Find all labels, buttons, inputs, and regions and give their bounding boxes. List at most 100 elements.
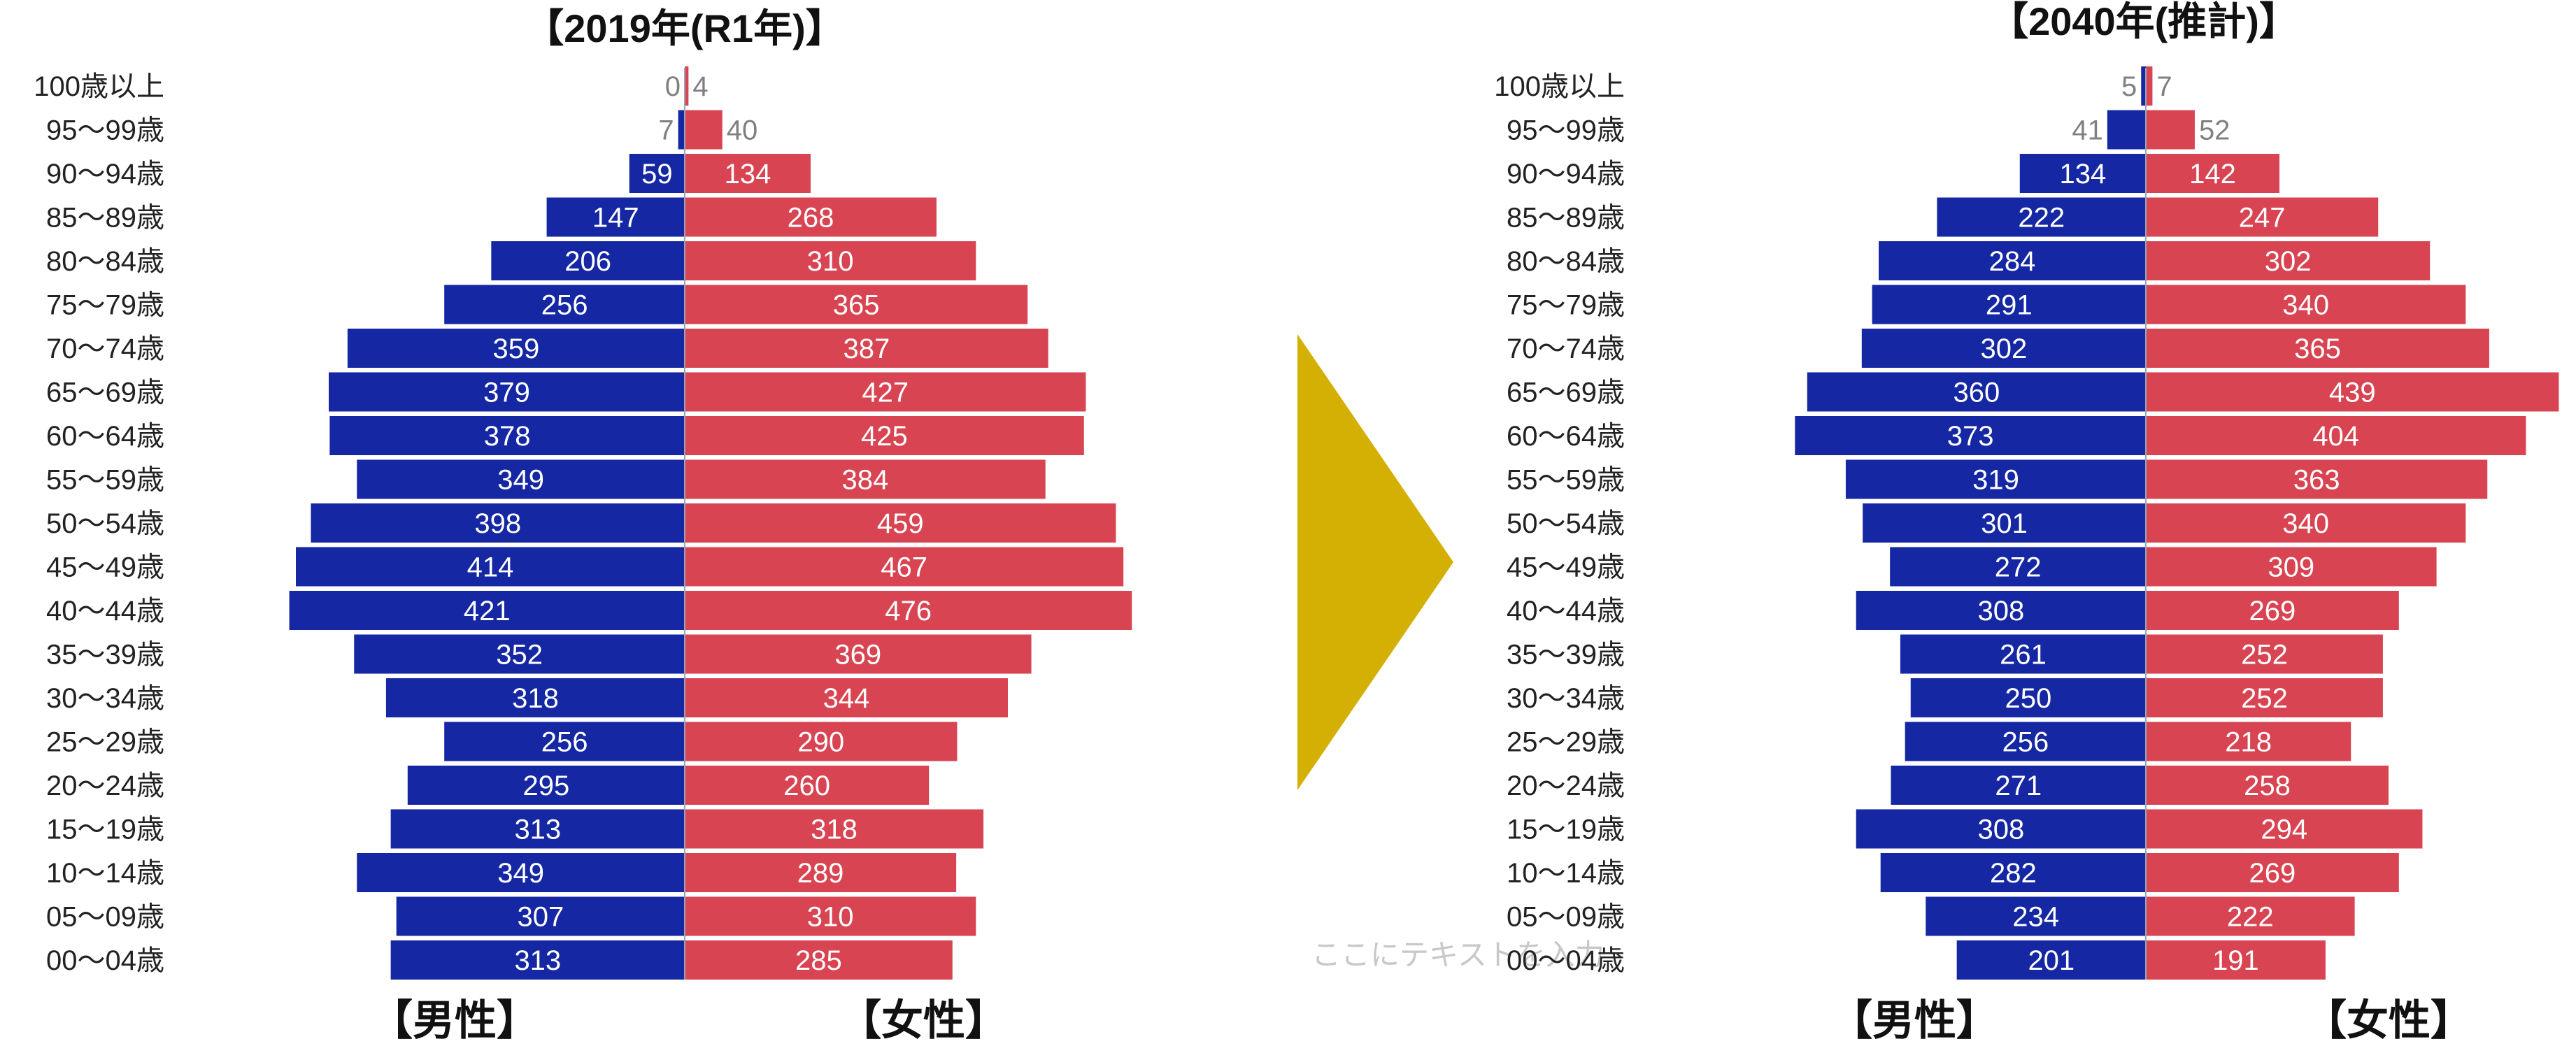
pyramid-2040-male-bar-4044	[1856, 591, 2146, 630]
pyramid-2040-male-value-4549: 272	[1995, 552, 2042, 583]
pyramid-2040-male-value-0004: 201	[2028, 945, 2075, 976]
pyramid-2019-female-bar-100	[685, 66, 689, 106]
pyramid-2040-female-value-2024: 258	[2244, 771, 2291, 801]
pyramid-2040-male-value-5054: 301	[1981, 508, 2028, 539]
pyramid-2040-male-value-6064: 373	[1947, 421, 1994, 452]
pyramid-2040-female-bar-9094	[2146, 154, 2279, 193]
pyramid-2019-male-value-8589: 147	[592, 203, 639, 234]
pyramid-2019-male-bar-1014	[357, 853, 685, 892]
pyramid-2040-age-label-7579: 75～79歳	[1507, 290, 1625, 321]
pyramid-2040-age-label-100: 100歳以上	[1494, 71, 1625, 102]
pyramid-2040-female-value-0509: 222	[2227, 902, 2274, 933]
pyramid-2040-age-label-9599: 95～99歳	[1507, 115, 1625, 146]
pyramid-2019-male-value-7074: 359	[493, 334, 540, 364]
pyramid-2019-female-bar-0509	[685, 896, 976, 936]
pyramid-2040-female-value-100: 7	[2156, 71, 2172, 102]
pyramid-2019-male-bar-9599	[678, 110, 685, 150]
pyramid-2040-female-label: 【女性】	[2305, 997, 2472, 1044]
pyramid-2040-female-bar-0509	[2146, 896, 2355, 936]
pyramid-2019-male-bar-5559	[357, 459, 685, 499]
pyramid-2019-male-bar-4044	[289, 591, 685, 630]
pyramid-2040-age-label-4549: 45～49歳	[1507, 552, 1625, 583]
pyramid-2040-male-bar-100	[2141, 66, 2146, 106]
pyramid-2040-male-bar-3034	[1910, 678, 2146, 717]
pyramid-2019-female-value-1519: 318	[811, 815, 858, 845]
pyramid-2040-age-label-3034: 30～34歳	[1507, 683, 1625, 714]
pyramid-2019-female-value-9599: 40	[727, 115, 758, 146]
pyramid-2040-male-value-7074: 302	[1981, 334, 2028, 364]
pyramid-2019-male-bar-0004	[390, 940, 685, 980]
pyramid-2019-age-label-6569: 65～69歳	[46, 378, 164, 408]
pyramid-2019-male-value-6569: 379	[483, 378, 530, 408]
pyramid-2040-female-value-3034: 252	[2241, 683, 2288, 714]
pyramid-2040-male-value-6569: 360	[1954, 378, 2000, 408]
pyramid-2040-female-bar-5559	[2146, 459, 2488, 499]
pyramid-2019-male-bar-2529	[444, 722, 685, 761]
pyramid-2019-female-value-7074: 387	[843, 334, 890, 364]
pyramid-2019-female-bar-6569	[685, 372, 1086, 412]
pyramid-2019-female-value-9094: 134	[725, 159, 771, 189]
pyramid-2040-male-bar-7074	[1861, 329, 2146, 368]
pyramid-2040-female-value-3539: 252	[2241, 640, 2288, 671]
pyramid-2040-age-label-0004: 00～04歳	[1507, 945, 1625, 976]
pyramid-2019-male-value-2024: 295	[523, 771, 570, 801]
pyramid-2019-female-bar-3034	[685, 678, 1008, 717]
pyramid-2019-male-bar-5054	[311, 503, 685, 543]
pyramid-2019-age-label-9599: 95～99歳	[46, 115, 164, 146]
pyramid-2019-female-bar-4549	[685, 547, 1124, 587]
pyramid-2019-age-label-3539: 35～39歳	[46, 640, 164, 671]
pyramid-2040-male-bar-3539	[1900, 634, 2146, 674]
pyramid-2040-male-bar-4549	[1890, 547, 2146, 587]
pyramid-2019-female-value-8589: 268	[788, 203, 834, 234]
pyramid-2019-female-bar-3539	[685, 634, 1032, 674]
pyramid-2019-age-label-5054: 50～54歳	[46, 508, 164, 539]
pyramid-2019-age-label-7074: 70～74歳	[46, 334, 164, 364]
pyramid-2040-age-label-4044: 40～44歳	[1507, 596, 1625, 626]
pyramid-2019-male-value-1519: 313	[514, 815, 561, 845]
pyramid-2040-male-value-9094: 134	[2060, 159, 2107, 189]
pyramid-2019-male-bar-2024	[407, 766, 685, 805]
pyramid-2040-female-bar-1014	[2146, 853, 2399, 892]
pyramid-2019-age-label-5559: 55～59歳	[46, 465, 164, 496]
pyramid-2040-male-bar-8084	[1879, 241, 2146, 280]
pyramid-2019-age-label-100: 100歳以上	[34, 71, 164, 102]
pyramid-2040-female-bar-9599	[2146, 110, 2195, 150]
pyramid-2019-age-label-4044: 40～44歳	[46, 596, 164, 626]
pyramid-2019-male-value-0004: 313	[514, 945, 561, 976]
pyramid-2019-male-bar-8084	[491, 241, 685, 280]
pyramid-2019-female-value-4044: 476	[885, 596, 932, 626]
pyramid-2040-female-value-4549: 309	[2268, 552, 2314, 583]
pyramid-2019-female-value-2529: 290	[797, 727, 844, 758]
pyramid-2040-female-bar-6569	[2146, 372, 2559, 412]
pyramid-2040-male-bar-8589	[1937, 197, 2146, 237]
pyramid-2040-age-label-2529: 25～29歳	[1507, 727, 1625, 758]
pyramid-2040-male-bar-2529	[1905, 722, 2146, 761]
pyramid-2019-male-value-0509: 307	[517, 902, 564, 933]
pyramid-2019-female-bar-2529	[685, 722, 958, 761]
pyramid-2019-male-bar-3034	[385, 678, 685, 717]
transition-arrow-icon	[1297, 334, 1453, 790]
pyramid-2040-male-bar-6569	[1807, 372, 2146, 412]
pyramid-2019-age-label-1519: 15～19歳	[46, 815, 164, 845]
pyramid-2019-female-value-0509: 310	[807, 902, 854, 933]
pyramid-2019-age-label-6064: 60～64歳	[46, 421, 164, 452]
pyramid-2019-female-value-5559: 384	[841, 465, 888, 496]
pyramid-2019-female-value-7579: 365	[833, 290, 880, 321]
pyramid-2019-female-value-100: 4	[692, 71, 708, 102]
pyramid-2040-female-value-5559: 363	[2293, 465, 2340, 496]
pyramid-2019-female-bar-8589	[685, 197, 937, 237]
pyramid-2040-male-value-0509: 234	[2012, 902, 2059, 933]
pyramid-2040-female-bar-8084	[2146, 241, 2431, 280]
placeholder-watermark: ここにテキストを入力	[1311, 938, 1604, 971]
pyramid-2019-male-value-2529: 256	[541, 727, 588, 758]
pyramid-2019-male-value-5054: 398	[474, 508, 521, 539]
pyramid-2040-age-label-6064: 60～64歳	[1507, 421, 1625, 452]
pyramid-2019-male-value-5559: 349	[497, 465, 544, 496]
pyramid-2019-female-bar-8084	[685, 241, 976, 280]
pyramid-2040-male-value-9599: 41	[2072, 115, 2103, 146]
pyramid-2040-male-bar-0509	[1926, 896, 2146, 936]
pyramid-2019-age-label-7579: 75～79歳	[46, 290, 164, 321]
pyramid-2019-female-value-0004: 285	[795, 945, 842, 976]
pyramid-2040-male-bar-9599	[2107, 110, 2146, 150]
pyramid-2019-male-value-3539: 352	[496, 640, 543, 671]
